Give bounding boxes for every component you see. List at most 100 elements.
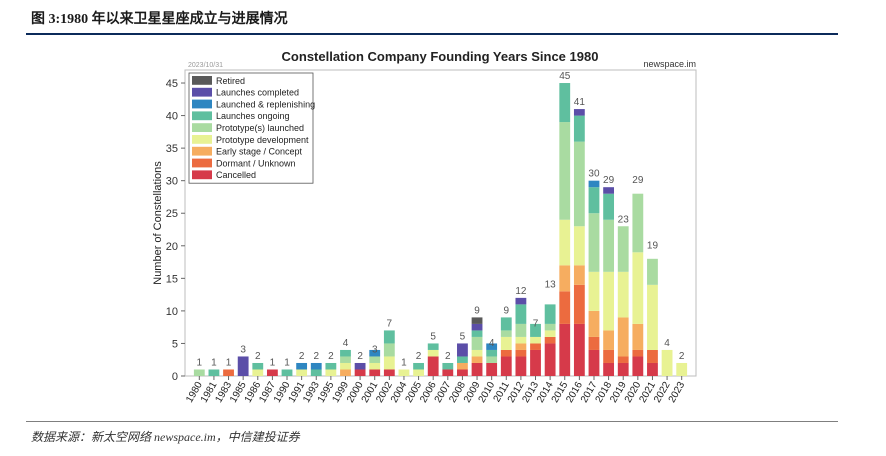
bar-segment xyxy=(515,343,527,350)
bar-segment xyxy=(340,369,351,376)
bar-segment xyxy=(442,369,454,376)
bar-segment xyxy=(354,369,366,376)
bar-segment xyxy=(457,369,468,376)
bar-segment xyxy=(559,219,571,266)
total-label: 2 xyxy=(328,351,334,362)
bar-segment xyxy=(500,349,512,357)
legend-swatch xyxy=(192,146,212,156)
bar-segment xyxy=(544,343,556,376)
bar-segment xyxy=(266,369,278,376)
bar-segment xyxy=(515,297,527,305)
bar-segment xyxy=(471,330,483,337)
bar-segment xyxy=(471,317,483,324)
total-label: 23 xyxy=(618,214,630,225)
legend-label: Prototype development xyxy=(216,135,309,145)
total-label: 13 xyxy=(545,279,557,290)
legend-swatch xyxy=(192,135,212,144)
total-label: 1 xyxy=(211,357,217,368)
bar-segment xyxy=(340,362,351,370)
total-label: 1 xyxy=(197,357,203,368)
bar-segment xyxy=(486,349,498,357)
total-label: 12 xyxy=(515,286,527,297)
bar-segment xyxy=(573,265,585,285)
bar-segment xyxy=(617,271,629,318)
legend-swatch xyxy=(192,111,212,121)
bar-segment xyxy=(603,362,615,376)
bar-segment xyxy=(632,323,644,350)
bar-segment xyxy=(603,271,615,331)
total-label: 3 xyxy=(240,344,246,355)
total-label: 1 xyxy=(401,357,407,368)
total-label: 1 xyxy=(226,357,232,368)
bar-segment xyxy=(588,180,600,188)
total-label: 4 xyxy=(343,338,349,349)
chart-title: Constellation Company Founding Years Sin… xyxy=(282,49,599,64)
bar-segment xyxy=(325,369,337,376)
bar-segment xyxy=(442,362,454,370)
bar-segment xyxy=(383,369,395,376)
bar-segment xyxy=(471,336,483,350)
bar-segment xyxy=(457,356,468,363)
bar-segment xyxy=(486,343,498,350)
bar-segment xyxy=(588,213,600,272)
bar-segment xyxy=(193,369,205,376)
stacked-bar-chart: Constellation Company Founding Years Sin… xyxy=(152,49,697,405)
bar-segment xyxy=(530,349,541,376)
bar-segment xyxy=(617,362,629,376)
total-label: 2 xyxy=(416,351,422,362)
y-axis-label: Number of Constellations xyxy=(152,161,164,285)
bar-segment xyxy=(573,323,585,376)
bar-segment xyxy=(369,369,381,376)
bar-segment xyxy=(208,369,220,376)
bar-segment xyxy=(617,226,629,272)
date-stamp: 2023/10/31 xyxy=(188,62,223,69)
bar-segment xyxy=(413,362,424,370)
legend-label: Cancelled xyxy=(216,170,256,180)
total-label: 9 xyxy=(474,305,480,316)
y-tick-label: 0 xyxy=(172,371,178,383)
y-tick-label: 5 xyxy=(172,338,178,350)
bar-segment xyxy=(515,356,527,376)
bar-segment xyxy=(530,343,541,350)
bar-segment xyxy=(603,349,615,363)
total-label: 29 xyxy=(603,175,615,186)
bar-segment xyxy=(296,362,308,370)
bar-segment xyxy=(603,330,615,350)
legend-label: Launches ongoing xyxy=(216,111,290,121)
bar-segment xyxy=(617,356,629,363)
total-label: 2 xyxy=(679,351,685,362)
bar-segment xyxy=(588,271,600,311)
legend-swatch xyxy=(192,170,212,180)
bar-segment xyxy=(544,304,556,324)
bar-segment xyxy=(632,356,644,376)
bar-segment xyxy=(530,323,541,337)
total-label: 2 xyxy=(255,351,261,362)
bar-segment xyxy=(281,369,293,376)
bar-segment xyxy=(515,323,527,337)
watermark-label: newspace.im xyxy=(643,59,696,69)
bar-segment xyxy=(588,349,600,376)
bar-segment xyxy=(617,317,629,357)
total-label: 1 xyxy=(284,357,290,368)
y-tick-label: 25 xyxy=(166,208,178,220)
bar-segment xyxy=(588,187,600,214)
bar-segment xyxy=(559,83,571,123)
total-label: 7 xyxy=(533,318,539,329)
y-tick-label: 35 xyxy=(166,143,178,155)
source-rule xyxy=(26,421,838,422)
y-tick-label: 40 xyxy=(166,111,178,123)
bar-segment xyxy=(369,362,381,370)
bar-segment xyxy=(310,362,322,370)
bar-segment xyxy=(354,362,366,370)
bar-segment xyxy=(559,323,571,376)
legend-swatch xyxy=(192,99,212,109)
total-label: 29 xyxy=(632,175,644,186)
legend-label: Prototype(s) launched xyxy=(216,123,304,133)
bar-segment xyxy=(252,369,264,376)
total-label: 19 xyxy=(647,240,659,251)
bar-segment xyxy=(383,330,395,344)
bar-segment xyxy=(427,343,439,350)
total-label: 7 xyxy=(387,318,393,329)
